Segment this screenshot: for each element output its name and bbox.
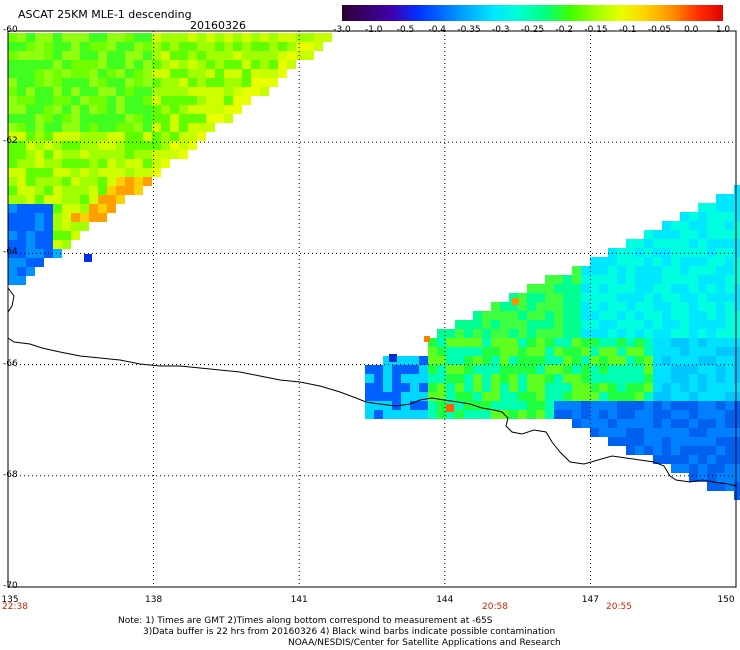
- latitude-label: -64: [3, 247, 18, 258]
- latitude-label: -70: [3, 581, 18, 591]
- longitude-label: 144: [436, 595, 454, 605]
- longitude-label: 141: [290, 595, 308, 605]
- coastline: [7, 287, 737, 487]
- colorbar: [342, 5, 723, 21]
- colorbar-tick-label: -1.0: [364, 25, 383, 35]
- map-date: 20160326: [190, 19, 246, 32]
- colorbar-tick-label: 0.0: [684, 25, 699, 35]
- colorbar-tick-label: -0.25: [520, 25, 545, 35]
- map-title: ASCAT 25KM MLE-1 descending: [18, 8, 192, 21]
- colorbar-tick-label: -0.15: [584, 25, 608, 35]
- colorbar-tick-label: -3.0: [333, 25, 351, 35]
- longitude-label: 150: [717, 595, 735, 605]
- note-line-2: 3)Data buffer is 22 hrs from 20160326 4)…: [143, 627, 556, 637]
- colorbar-tick-label: -0.4: [428, 25, 447, 35]
- note-line-1: Note: 1) Times are GMT 2)Times along bot…: [118, 616, 493, 626]
- time-label-left: 22:38: [2, 602, 28, 612]
- colorbar-tick-label: -0.35: [457, 25, 481, 35]
- colorbar-tick-label: -0.2: [555, 25, 574, 35]
- longitude-label: 147: [581, 595, 599, 605]
- wind-swath-data: [8, 33, 740, 500]
- colorbar-tick-label: -0.1: [618, 25, 637, 35]
- longitude-label: 138: [145, 595, 163, 605]
- latitude-label: -60: [3, 25, 18, 35]
- latitude-label: -66: [3, 358, 18, 369]
- colorbar-tick-label: -0.05: [647, 25, 672, 35]
- colorbar-tick-label: 1.0: [715, 25, 731, 35]
- colorbar-tick-label: -0.3: [491, 25, 510, 35]
- map-frame: [7, 30, 737, 588]
- latitude-label: -68: [3, 469, 18, 480]
- longitude-label: 135: [1, 595, 19, 605]
- colorbar-tick-label: -0.5: [396, 25, 415, 35]
- time-label-middle: 20:58: [482, 602, 508, 612]
- time-label-right: 20:55: [606, 602, 632, 612]
- latitude-label: -62: [3, 136, 18, 147]
- note-line-3: NOAA/NESDIS/Center for Satellite Applica…: [288, 638, 561, 648]
